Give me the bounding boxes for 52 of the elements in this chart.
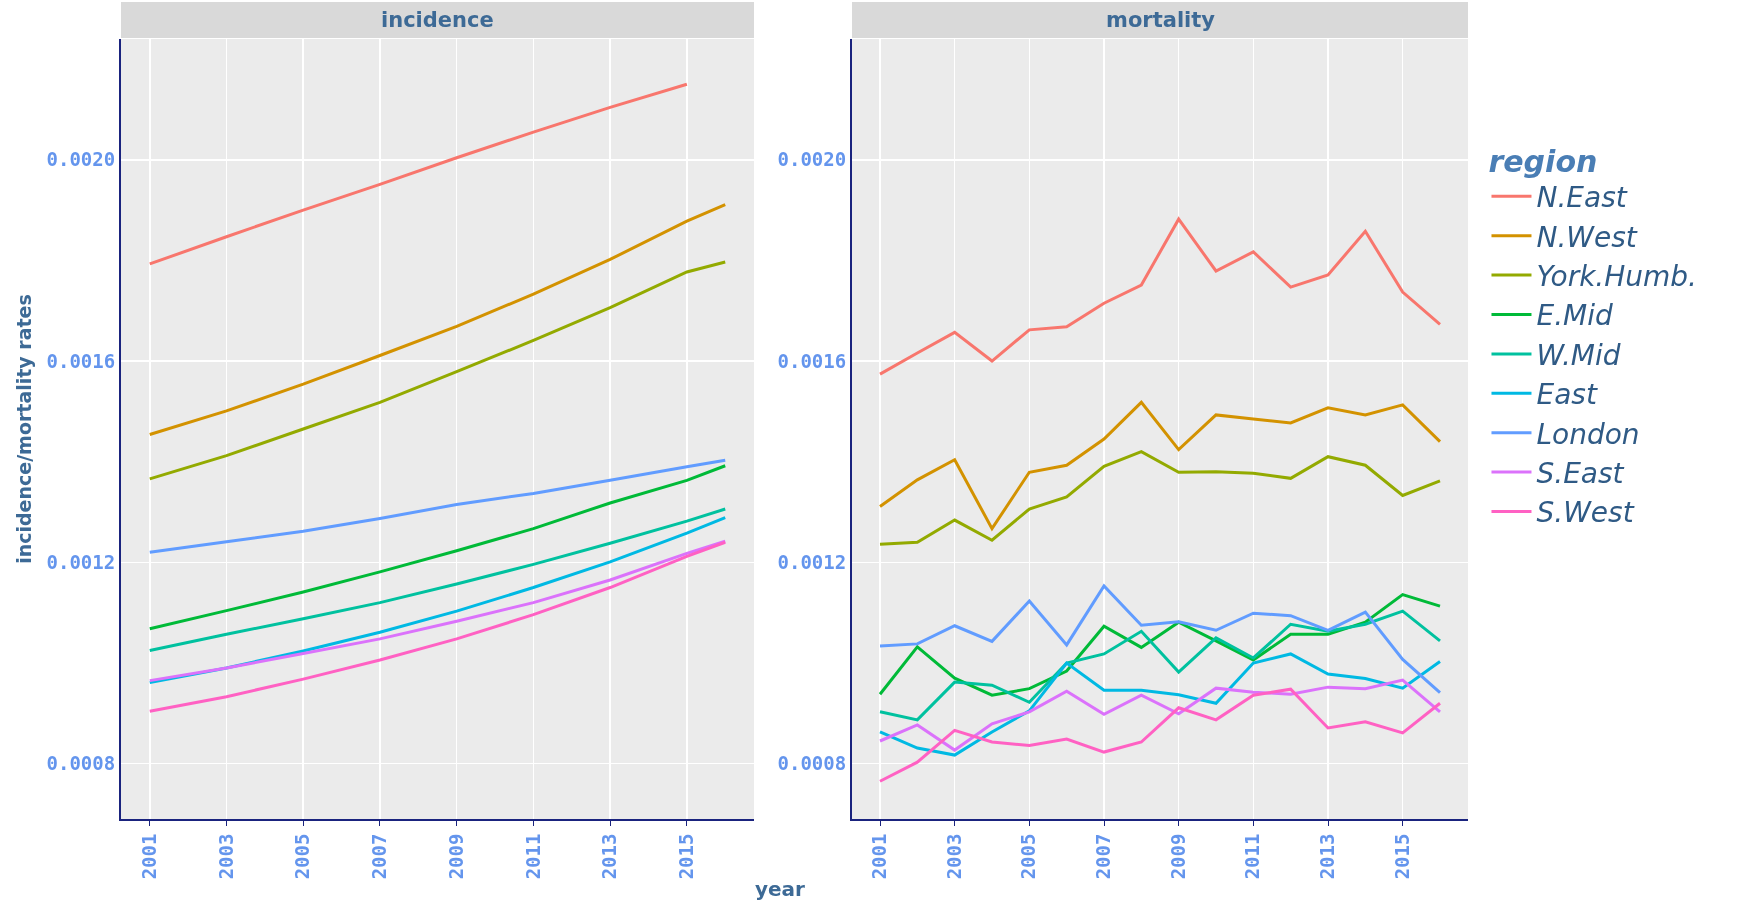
y-tick-label: 0.0012 [777, 551, 847, 573]
line-series [878, 687, 1442, 783]
x-tick-label: 2007 [368, 833, 391, 880]
x-tick-label: 2009 [1166, 833, 1189, 880]
legend-label: E.Mid [1536, 299, 1614, 333]
x-tick-label: 2003 [214, 833, 237, 880]
line-series [148, 464, 727, 631]
y-tick-label: 0.0012 [46, 551, 116, 573]
y-axis-title: incidence/mortality rates [12, 294, 35, 564]
chart-title: mortality [1106, 8, 1216, 32]
x-tick-label: 2013 [1316, 833, 1339, 880]
line-series [878, 450, 1442, 546]
x-tick-label: 2005 [291, 833, 314, 880]
x-tick-label: 2001 [137, 833, 160, 880]
legend-label: N.East [1536, 181, 1628, 215]
legend-title: region [1488, 143, 1598, 179]
line-series [148, 260, 727, 481]
x-axis-title: year [755, 877, 806, 901]
legend-label: London [1536, 417, 1640, 451]
x-tick-label: 2011 [521, 833, 544, 880]
y-tick-label: 0.0016 [46, 349, 116, 372]
legend-label: W.Mid [1536, 338, 1621, 372]
line-series [878, 609, 1442, 722]
y-tick-label: 0.0020 [777, 148, 847, 171]
x-tick-label: 2015 [1390, 833, 1413, 880]
legend-label: S.East [1536, 457, 1625, 491]
x-tick-label: 2007 [1092, 833, 1115, 880]
y-tick-label: 0.0008 [777, 752, 847, 775]
x-tick-label: 2009 [444, 833, 467, 880]
line-series [148, 82, 689, 266]
legend-label: S.West [1536, 496, 1635, 530]
line-series [878, 400, 1442, 531]
chart-title: incidence [381, 8, 494, 32]
x-tick-label: 2011 [1241, 833, 1264, 880]
y-tick-label: 0.0020 [46, 148, 116, 171]
line-series [148, 458, 727, 554]
y-tick-label: 0.0008 [46, 752, 116, 775]
line-series [878, 217, 1442, 376]
line-series [148, 203, 727, 437]
x-tick-label: 2015 [675, 833, 698, 880]
line-series [878, 678, 1442, 752]
y-tick-label: 0.0016 [777, 349, 847, 372]
x-tick-label: 2003 [942, 833, 965, 880]
x-tick-label: 2013 [598, 833, 621, 880]
line-series [148, 540, 727, 713]
legend-label: East [1536, 378, 1598, 412]
x-tick-label: 2005 [1017, 833, 1040, 880]
legend-label: N.West [1536, 220, 1638, 254]
x-tick-label: 2001 [868, 833, 891, 880]
line-series [148, 507, 727, 652]
line-series [878, 652, 1442, 757]
legend-label: York.Humb. [1536, 260, 1698, 294]
